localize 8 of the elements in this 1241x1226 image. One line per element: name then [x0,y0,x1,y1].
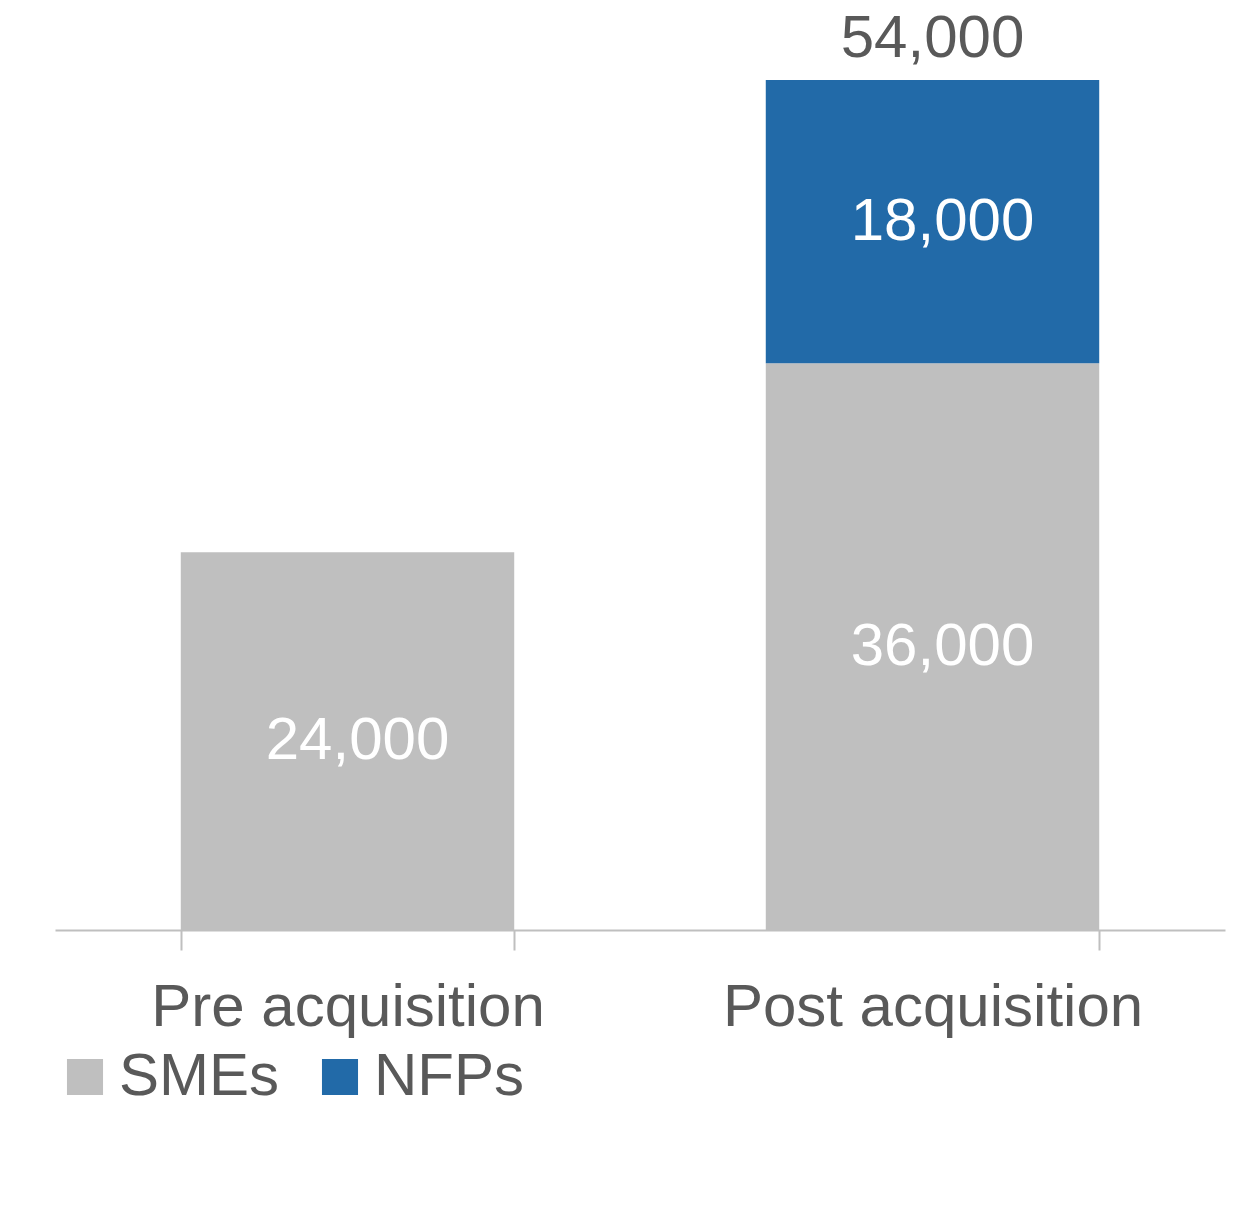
x-tick-label: Pre acquisition [151,971,545,1039]
data-label: 24,000 [265,705,450,773]
total-label: 54,000 [840,3,1025,70]
legend-label: NFPs [374,1041,524,1108]
x-tick-label: Post acquisition [722,971,1144,1039]
data-label: 18,000 [850,185,1035,253]
data-label: 36,000 [850,610,1035,678]
legend-label: SMEs [119,1041,280,1108]
